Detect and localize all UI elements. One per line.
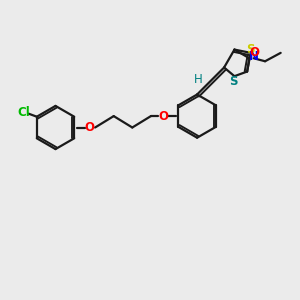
Text: H: H xyxy=(194,73,202,86)
Text: N: N xyxy=(249,50,259,63)
Text: O: O xyxy=(250,46,260,59)
Text: O: O xyxy=(158,110,168,123)
Text: Cl: Cl xyxy=(17,106,30,119)
Text: S: S xyxy=(246,43,254,56)
Text: S: S xyxy=(229,75,237,88)
Text: O: O xyxy=(85,121,95,134)
